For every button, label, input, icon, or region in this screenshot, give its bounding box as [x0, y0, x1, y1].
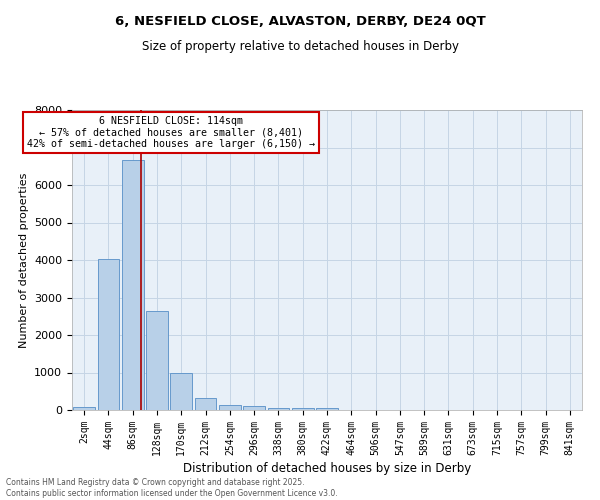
- Bar: [146, 310, 168, 410]
- X-axis label: Distribution of detached houses by size in Derby: Distribution of detached houses by size …: [183, 462, 471, 475]
- Bar: [243, 406, 265, 410]
- Bar: [268, 408, 289, 410]
- Bar: [73, 407, 95, 410]
- Bar: [194, 398, 217, 410]
- Bar: [122, 160, 143, 410]
- Text: Contains HM Land Registry data © Crown copyright and database right 2025.
Contai: Contains HM Land Registry data © Crown c…: [6, 478, 338, 498]
- Bar: [292, 408, 314, 410]
- Text: Size of property relative to detached houses in Derby: Size of property relative to detached ho…: [142, 40, 458, 53]
- Bar: [170, 372, 192, 410]
- Bar: [97, 259, 119, 410]
- Bar: [219, 405, 241, 410]
- Y-axis label: Number of detached properties: Number of detached properties: [19, 172, 29, 348]
- Bar: [316, 408, 338, 410]
- Text: 6, NESFIELD CLOSE, ALVASTON, DERBY, DE24 0QT: 6, NESFIELD CLOSE, ALVASTON, DERBY, DE24…: [115, 15, 485, 28]
- Text: 6 NESFIELD CLOSE: 114sqm
← 57% of detached houses are smaller (8,401)
42% of sem: 6 NESFIELD CLOSE: 114sqm ← 57% of detach…: [28, 116, 316, 149]
